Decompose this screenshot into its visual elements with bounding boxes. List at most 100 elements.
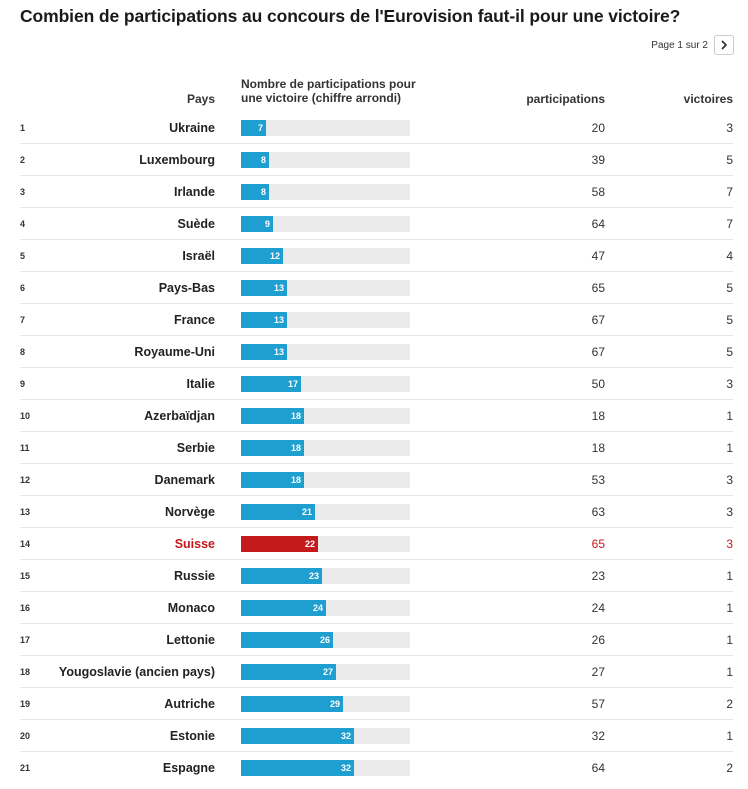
country-cell: Pays-Bas (158, 281, 215, 295)
victoires-cell: 1 (726, 441, 733, 455)
victoires-cell: 3 (726, 473, 733, 487)
participations-cell: 64 (591, 217, 605, 231)
participations-cell: 47 (591, 249, 605, 263)
rank-cell: 12 (20, 475, 31, 485)
participations-cell: 26 (591, 633, 605, 647)
bar-value-label: 13 (273, 347, 284, 357)
bar-value-label: 18 (290, 475, 301, 485)
bar-track: 7 (241, 120, 410, 136)
column-header-victoires[interactable]: victoires (683, 92, 733, 106)
participations-cell: 67 (591, 345, 605, 359)
column-header-participations-per-victory[interactable]: Nombre de participations pour une victoi… (241, 77, 416, 105)
next-page-button[interactable] (714, 35, 734, 55)
table-row: 3 Irlande 8 58 7 (0, 176, 748, 208)
column-header-pays[interactable]: Pays (186, 92, 215, 106)
bar-value-label: 23 (308, 571, 319, 581)
bar-track: 26 (241, 632, 410, 648)
page-indicator: Page 1 sur 2 (651, 39, 708, 51)
rank-cell: 11 (20, 443, 30, 453)
bar-value-label: 18 (290, 443, 301, 453)
country-cell: Luxembourg (139, 153, 215, 167)
bar: 26 (241, 632, 333, 648)
rank-cell: 18 (20, 667, 31, 677)
table-row: 9 Italie 17 50 3 (0, 368, 748, 400)
table-row: 19 Autriche 29 57 2 (0, 688, 748, 720)
bar-value-label: 24 (312, 603, 323, 613)
bar-track: 8 (241, 184, 410, 200)
bar: 17 (241, 376, 301, 392)
country-cell: Monaco (167, 601, 215, 615)
country-cell: Norvège (164, 505, 215, 519)
victoires-cell: 5 (726, 281, 733, 295)
bar-track: 13 (241, 312, 410, 328)
bar: 27 (241, 664, 336, 680)
table-row: 20 Estonie 32 32 1 (0, 720, 748, 752)
chart-title: Combien de participations au concours de… (20, 6, 681, 26)
rank-cell: 14 (20, 539, 31, 549)
participations-cell: 53 (591, 473, 605, 487)
bar-track: 13 (241, 344, 410, 360)
victoires-cell: 1 (726, 633, 733, 647)
rank-cell: 6 (20, 283, 26, 293)
bar-track: 18 (241, 440, 410, 456)
rank-cell: 5 (20, 251, 26, 261)
country-cell: Espagne (162, 761, 215, 775)
bar-track: 8 (241, 152, 410, 168)
bar-track: 18 (241, 408, 410, 424)
country-cell: Danemark (154, 473, 215, 487)
bar: 8 (241, 184, 269, 200)
bar: 7 (241, 120, 266, 136)
participations-cell: 63 (591, 505, 605, 519)
table-row: 1 Ukraine 7 20 3 (0, 112, 748, 144)
table-row: 6 Pays-Bas 13 65 5 (0, 272, 748, 304)
bar: 18 (241, 440, 304, 456)
rank-cell: 16 (20, 603, 31, 613)
rank-cell: 19 (20, 699, 31, 709)
participations-cell: 23 (591, 569, 605, 583)
victoires-cell: 5 (726, 345, 733, 359)
bar-track: 32 (241, 728, 410, 744)
rank-cell: 4 (20, 219, 26, 229)
rank-cell: 8 (20, 347, 26, 357)
table-row: 2 Luxembourg 8 39 5 (0, 144, 748, 176)
table-row: 16 Monaco 24 24 1 (0, 592, 748, 624)
participations-cell: 65 (591, 537, 605, 551)
column-header-participations[interactable]: participations (526, 92, 605, 106)
table-row: 15 Russie 23 23 1 (0, 560, 748, 592)
victoires-cell: 3 (726, 377, 733, 391)
participations-cell: 20 (591, 121, 605, 135)
rank-cell: 2 (20, 155, 26, 165)
table-header: Pays Nombre de participations pour une v… (0, 76, 748, 112)
table-row: 11 Serbie 18 18 1 (0, 432, 748, 464)
participations-cell: 67 (591, 313, 605, 327)
table-row: 18 Yougoslavie (ancien pays) 27 27 1 (0, 656, 748, 688)
victoires-cell: 5 (726, 153, 733, 167)
bar: 12 (241, 248, 283, 264)
country-cell: Ukraine (169, 121, 215, 135)
pagination: Page 1 sur 2 (651, 34, 734, 56)
country-cell: Suisse (174, 537, 215, 551)
bar-track: 9 (241, 216, 410, 232)
bar-value-label: 13 (273, 283, 284, 293)
bar: 9 (241, 216, 273, 232)
country-cell: Suède (177, 217, 215, 231)
bar-value-label: 12 (269, 251, 280, 261)
table-row: 8 Royaume-Uni 13 67 5 (0, 336, 748, 368)
bar: 29 (241, 696, 343, 712)
bar: 32 (241, 760, 354, 776)
participations-cell: 18 (591, 441, 605, 455)
country-cell: Estonie (169, 729, 215, 743)
country-cell: France (174, 313, 215, 327)
victoires-cell: 1 (726, 569, 733, 583)
country-cell: Lettonie (166, 633, 215, 647)
rank-cell: 15 (20, 571, 31, 581)
bar-value-label: 32 (340, 731, 351, 741)
bar-track: 22 (241, 536, 410, 552)
country-cell: Irlande (174, 185, 215, 199)
table-row: 5 Israël 12 47 4 (0, 240, 748, 272)
bar: 32 (241, 728, 354, 744)
victoires-cell: 4 (726, 249, 733, 263)
bar-track: 32 (241, 760, 410, 776)
bar-value-label: 32 (340, 763, 351, 773)
bar-value-label: 13 (273, 315, 284, 325)
